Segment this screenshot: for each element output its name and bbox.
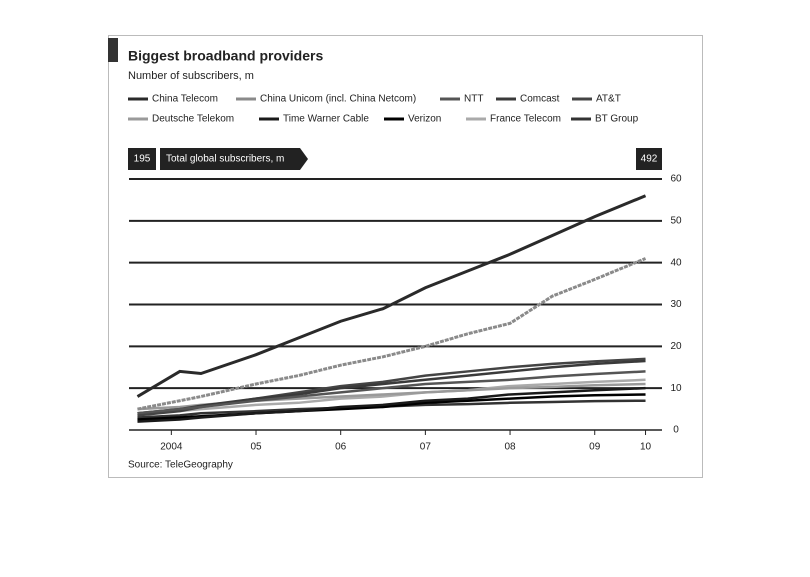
y-tick-label: 40 [670,257,682,268]
series-line [137,378,646,415]
title-marker [108,38,118,62]
chart-title: Biggest broadband providers [128,48,323,64]
y-tick-label: 10 [670,383,682,394]
chart-subtitle: Number of subscribers, m [128,70,254,82]
series-line [136,194,647,398]
series-line [137,386,646,423]
source: Source: TeleGeography [128,460,233,471]
legend-label: France Telecom [490,114,561,125]
annotation-end: 492 [641,154,658,165]
legend-label: Deutsche Telekom [152,114,234,125]
series-line [137,257,647,411]
annotation-label-box [160,148,308,170]
x-tick-label: 2004 [160,442,183,453]
x-tick-label: 07 [420,442,432,453]
y-tick-label: 0 [673,425,679,436]
annotation-start: 195 [134,154,151,165]
x-tick-label: 06 [335,442,347,453]
annotation-start-box [128,148,156,170]
y-tick-label: 50 [670,215,682,226]
y-tick-label: 20 [670,341,682,352]
legend-label: NTT [464,94,483,105]
series-line [137,393,646,421]
series-line [137,370,646,415]
legend-label: BT Group [595,114,639,125]
x-tick-label: 10 [640,442,652,453]
legend-label: Comcast [520,94,560,105]
y-tick-label: 30 [670,299,682,310]
legend-label: Time Warner Cable [283,114,369,125]
x-tick-label: 05 [250,442,262,453]
x-tick-label: 09 [589,442,601,453]
x-tick-label: 08 [504,442,516,453]
annotation-label: Total global subscribers, m [166,154,284,165]
legend-label: China Telecom [152,94,218,105]
legend-label: Verizon [408,114,441,125]
legend-label: AT&T [596,94,621,105]
y-tick-label: 60 [670,174,682,185]
legend-label: China Unicom (incl. China Netcom) [260,94,416,105]
annotation-end-box [636,148,662,170]
